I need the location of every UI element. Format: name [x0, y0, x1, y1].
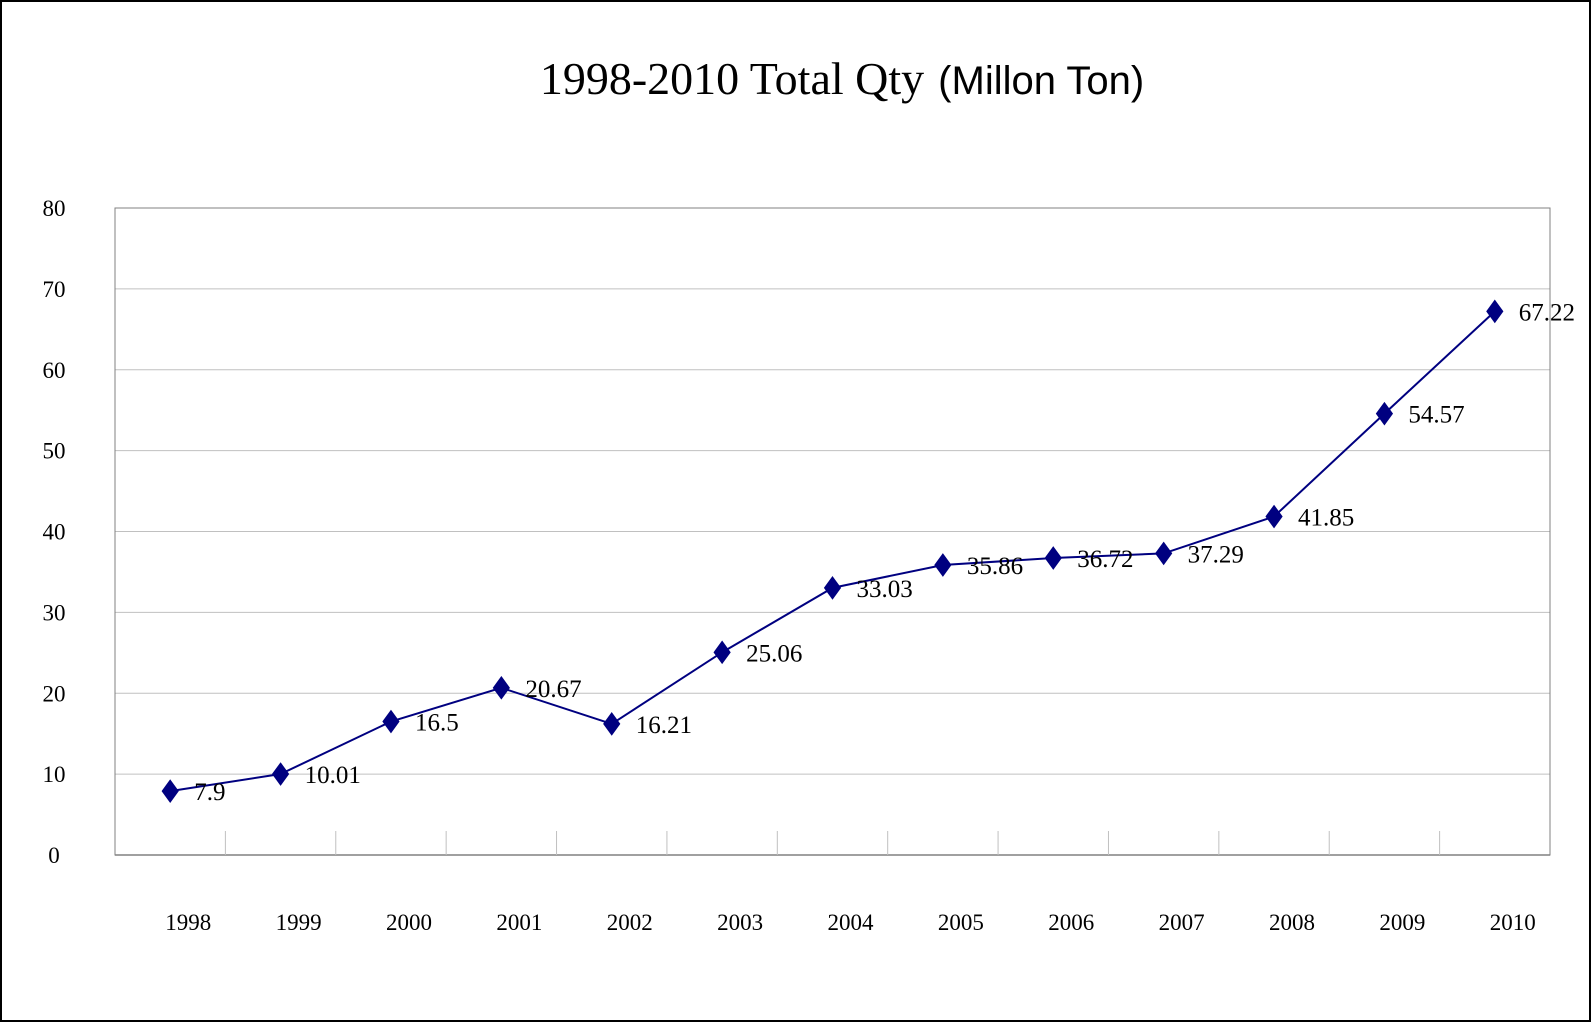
- axes: 0 10 20 30 40 50 60 70 80 1998 1999 2000 2001 2002 200…: [43, 196, 1551, 935]
- x-tick-label: 2006: [1048, 910, 1094, 935]
- data-point-marker: [1376, 403, 1392, 425]
- data-point-marker: [604, 713, 620, 735]
- data-point-marker: [493, 677, 509, 699]
- data-label: 37.29: [1188, 541, 1244, 568]
- x-tick-label: 2008: [1269, 910, 1315, 935]
- data-label: 41.85: [1298, 505, 1354, 532]
- data-label: 54.57: [1408, 402, 1464, 429]
- data-label: 25.06: [746, 640, 802, 667]
- data-point-marker: [1045, 547, 1061, 569]
- chart-title: 1998-2010 Total Qty (Millon Ton): [540, 53, 1144, 104]
- x-tick-label: 2003: [717, 910, 763, 935]
- x-tick-label: 1999: [276, 910, 322, 935]
- chart-title-main: 1998-2010 Total Qty: [540, 53, 924, 104]
- y-tick-label: 40: [43, 520, 66, 545]
- x-tick-label: 2005: [938, 910, 984, 935]
- x-tick-label: 2007: [1159, 910, 1205, 935]
- y-tick-label: 10: [43, 762, 66, 787]
- chart-title-unit: (Millon Ton): [938, 59, 1144, 103]
- series-line: [170, 311, 1495, 791]
- y-tick-label: 60: [43, 358, 66, 383]
- x-tick-label: 2010: [1490, 910, 1536, 935]
- data-point-marker: [1266, 506, 1282, 528]
- data-label: 35.86: [967, 553, 1023, 580]
- data-point-marker: [825, 577, 841, 599]
- data-label: 16.21: [636, 712, 692, 739]
- data-point-marker: [935, 554, 951, 576]
- y-tick-label: 70: [43, 277, 66, 302]
- data-label: 7.9: [194, 779, 225, 806]
- data-label: 67.22: [1519, 299, 1575, 326]
- x-tick-label: 2000: [386, 910, 432, 935]
- y-tick-label: 0: [48, 843, 60, 868]
- series-total-qty: 7.9 10.01 16.5 20.67 16.21 25.06 33.03 35.86 36.…: [162, 299, 1575, 806]
- data-label: 10.01: [305, 762, 361, 789]
- data-point-marker: [1487, 300, 1503, 322]
- y-tick-label: 80: [43, 196, 66, 221]
- data-label: 20.67: [525, 676, 581, 703]
- y-tick-label: 30: [43, 600, 66, 625]
- data-label: 36.72: [1077, 546, 1133, 573]
- data-point-marker: [162, 780, 178, 802]
- x-tick-label: 2009: [1379, 910, 1425, 935]
- data-point-marker: [273, 763, 289, 785]
- x-tick-label: 2002: [607, 910, 653, 935]
- data-point-marker: [383, 711, 399, 733]
- y-tick-label: 50: [43, 439, 66, 464]
- x-tick-label: 2004: [828, 910, 875, 935]
- x-tick-label: 1998: [165, 910, 211, 935]
- data-point-marker: [1156, 542, 1172, 564]
- data-point-marker: [714, 641, 730, 663]
- data-label: 33.03: [857, 576, 913, 603]
- data-label: 16.5: [415, 710, 459, 737]
- y-tick-label: 20: [43, 681, 66, 706]
- x-tick-label: 2001: [496, 910, 542, 935]
